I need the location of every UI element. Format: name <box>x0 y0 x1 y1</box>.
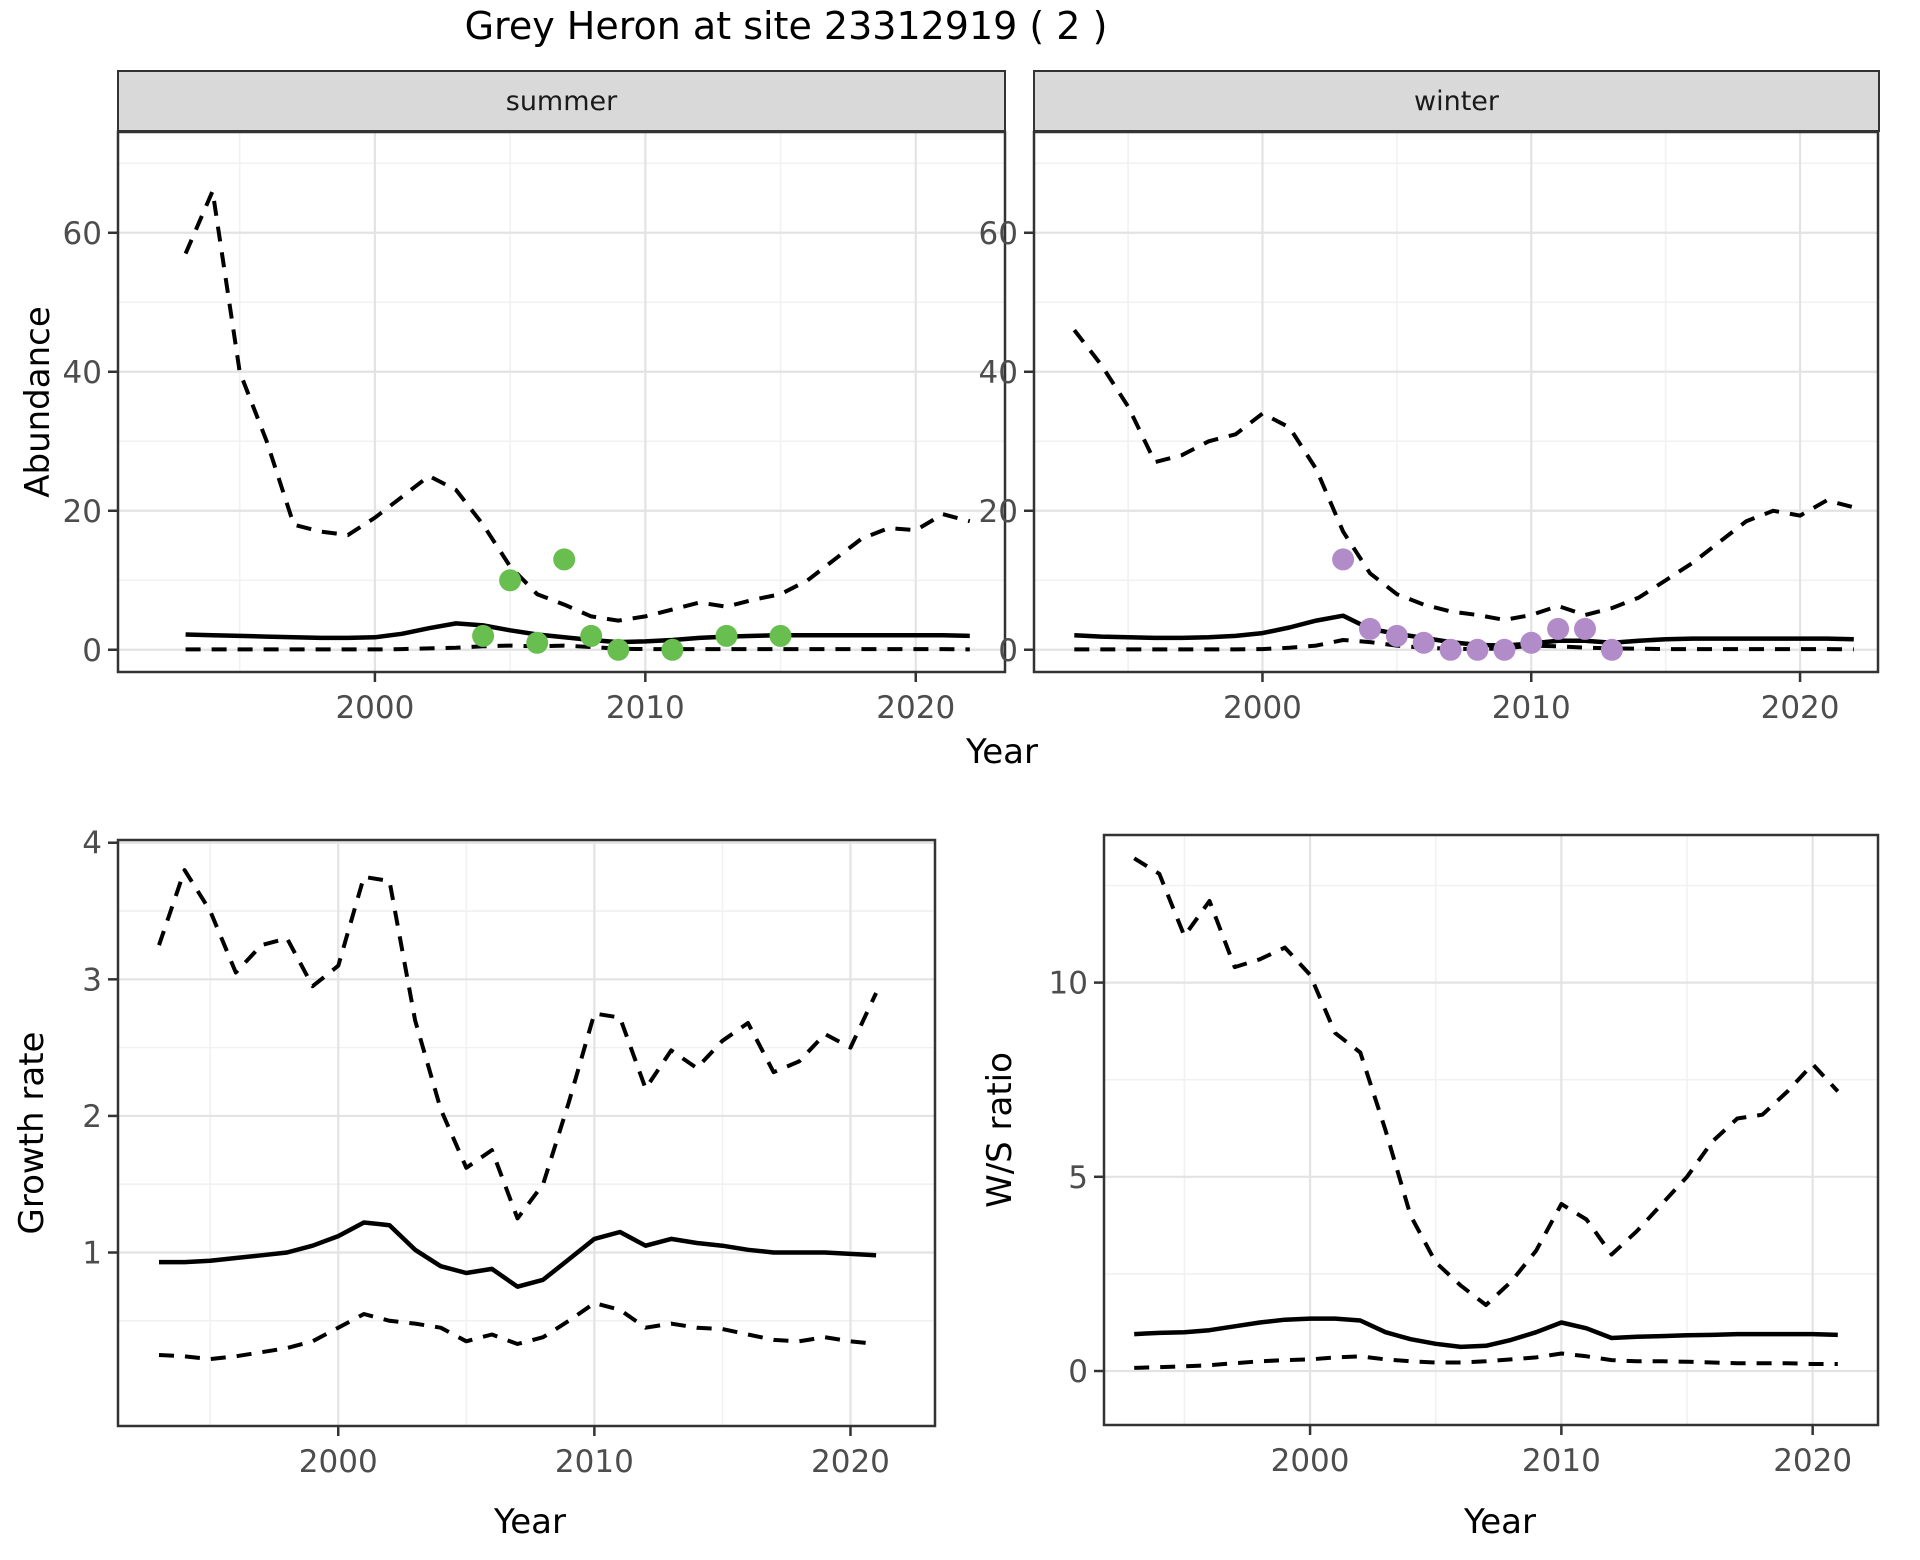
x-tick-label: 2020 <box>1773 1443 1852 1479</box>
upper_ci-line <box>183 189 971 623</box>
panel-border <box>1102 833 1880 1427</box>
panel-ws: 2000 2010 2020 0 5 10 <box>1049 833 1880 1479</box>
y-tick-label: 60 <box>63 216 102 252</box>
observation-point <box>499 569 522 592</box>
upper_ci-line <box>157 868 878 1221</box>
panel-border <box>116 838 937 1428</box>
observation-point <box>472 624 495 647</box>
x-tick-label: 2010 <box>1522 1443 1601 1479</box>
observation-point <box>769 624 792 647</box>
y-tick-label: 0 <box>82 633 102 669</box>
upper_ci-line <box>1133 856 1840 1307</box>
y-tick-label: 2 <box>82 1099 102 1135</box>
y-tick-label: 40 <box>63 355 102 391</box>
observation-point <box>1547 617 1570 640</box>
x-tick-label: 2000 <box>335 690 414 726</box>
x-tick-label: 2020 <box>1761 690 1840 726</box>
observation-point <box>1600 638 1623 661</box>
median-line <box>185 621 970 645</box>
y-tick-label: 20 <box>63 494 102 530</box>
observation-point <box>580 624 603 647</box>
y-axis-title-abundance: Abundance <box>18 306 58 498</box>
observation-point <box>1520 631 1543 654</box>
observation-point <box>1332 548 1355 571</box>
facet-strip-summer: summer <box>117 70 1006 132</box>
lower_ci-line <box>158 1301 877 1362</box>
x-axis-title-year-growth: Year <box>494 1502 566 1542</box>
panel-growth: 2000 2010 2020 1 2 3 4 <box>82 826 937 1480</box>
y-tick-label: 0 <box>998 633 1018 669</box>
y-tick-label: 60 <box>979 216 1018 252</box>
median-line <box>1074 613 1854 648</box>
lower_ci-line <box>1134 1351 1838 1370</box>
y-tick-label: 40 <box>979 355 1018 391</box>
x-tick-label: 2000 <box>1223 690 1302 726</box>
y-tick-label: 4 <box>82 826 102 862</box>
observation-point <box>553 548 576 571</box>
x-tick-label: 2010 <box>555 1444 634 1480</box>
panel-summer: 2000 2010 2020 0 20 40 60 <box>63 130 1007 726</box>
y-tick-label: 1 <box>82 1236 102 1272</box>
x-tick-label: 2000 <box>299 1444 378 1480</box>
observation-point <box>1439 638 1462 661</box>
observation-point <box>1385 624 1408 647</box>
y-tick-label: 5 <box>1068 1160 1088 1196</box>
y-tick-label: 10 <box>1049 966 1088 1002</box>
x-tick-label: 2020 <box>811 1444 890 1480</box>
x-tick-label: 2010 <box>606 690 685 726</box>
x-tick-label: 2010 <box>1492 690 1571 726</box>
facet-strip-winter: winter <box>1033 70 1880 132</box>
median-line <box>159 1220 877 1289</box>
panel-border <box>1032 130 1880 674</box>
panel-border <box>116 130 1007 674</box>
lower_ci-line <box>1074 638 1854 652</box>
facet-strip-summer-label: summer <box>505 85 618 117</box>
y-axis-title-growth-rate: Growth rate <box>12 1031 52 1235</box>
x-axis-title-year-ws: Year <box>1464 1502 1536 1542</box>
median-line <box>1134 1316 1838 1350</box>
observation-point <box>1412 631 1435 654</box>
y-tick-label: 3 <box>82 962 102 998</box>
upper_ci-line <box>1072 328 1855 622</box>
observation-point <box>526 631 549 654</box>
observation-point <box>1574 617 1596 640</box>
page-title: Grey Heron at site 23312919 ( 2 ) <box>464 4 1108 48</box>
observation-point <box>715 624 738 647</box>
observation-point <box>1359 617 1381 640</box>
panel-winter: 2000 2010 2020 0 20 40 60 <box>979 130 1880 726</box>
y-axis-title-ws-ratio: W/S ratio <box>980 1052 1020 1208</box>
lower_ci-line <box>185 643 970 652</box>
facet-strip-winter-label: winter <box>1414 85 1499 117</box>
observation-point <box>607 638 630 661</box>
x-tick-label: 2000 <box>1271 1443 1350 1479</box>
observation-point <box>661 638 684 661</box>
y-tick-label: 0 <box>1068 1354 1088 1390</box>
observation-point <box>1466 638 1489 661</box>
x-axis-title-year-top: Year <box>966 732 1038 772</box>
x-tick-label: 2020 <box>876 690 955 726</box>
observation-point <box>1493 638 1516 661</box>
y-tick-label: 20 <box>979 494 1018 530</box>
